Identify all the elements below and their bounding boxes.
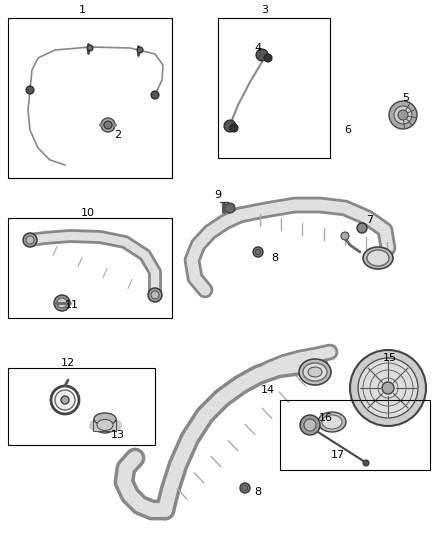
Circle shape <box>363 460 369 466</box>
Circle shape <box>148 288 162 302</box>
Circle shape <box>230 124 238 132</box>
Ellipse shape <box>308 367 322 377</box>
Circle shape <box>394 106 412 124</box>
Text: 14: 14 <box>261 385 275 395</box>
Circle shape <box>61 396 69 404</box>
Bar <box>280 400 430 470</box>
Circle shape <box>341 232 349 240</box>
Text: 4: 4 <box>254 43 261 53</box>
Bar <box>8 218 172 318</box>
Circle shape <box>137 47 143 53</box>
Circle shape <box>357 223 367 233</box>
Ellipse shape <box>94 417 116 433</box>
Circle shape <box>225 203 235 213</box>
Text: 16: 16 <box>319 413 333 423</box>
Circle shape <box>87 45 93 51</box>
Ellipse shape <box>367 250 389 266</box>
Circle shape <box>57 298 67 308</box>
Text: 11: 11 <box>65 300 79 310</box>
Ellipse shape <box>299 359 331 385</box>
Circle shape <box>264 54 272 62</box>
Bar <box>8 368 155 445</box>
Ellipse shape <box>363 247 393 269</box>
Ellipse shape <box>303 363 327 381</box>
Circle shape <box>26 86 34 94</box>
Text: 8: 8 <box>272 253 279 263</box>
Ellipse shape <box>318 412 346 432</box>
Text: 15: 15 <box>383 353 397 363</box>
Circle shape <box>304 419 316 431</box>
Text: 8: 8 <box>254 487 261 497</box>
Circle shape <box>101 118 115 132</box>
Circle shape <box>104 121 112 129</box>
Text: 12: 12 <box>61 358 75 368</box>
Ellipse shape <box>322 415 342 429</box>
Text: 17: 17 <box>331 450 345 460</box>
Circle shape <box>300 415 320 435</box>
Circle shape <box>224 120 236 132</box>
Text: 1: 1 <box>78 5 85 15</box>
Text: 13: 13 <box>111 430 125 440</box>
Text: 3: 3 <box>261 5 268 15</box>
Bar <box>93 419 116 431</box>
Text: 9: 9 <box>215 190 222 200</box>
Circle shape <box>23 233 37 247</box>
Ellipse shape <box>94 413 116 425</box>
Text: 5: 5 <box>403 93 410 103</box>
Circle shape <box>358 358 418 418</box>
Circle shape <box>389 101 417 129</box>
Text: 2: 2 <box>114 130 122 140</box>
Circle shape <box>253 247 263 257</box>
Circle shape <box>256 49 268 61</box>
Circle shape <box>54 295 70 311</box>
Circle shape <box>26 236 34 244</box>
Circle shape <box>240 483 250 493</box>
Bar <box>218 18 330 158</box>
Circle shape <box>350 350 426 426</box>
Circle shape <box>398 110 408 120</box>
Text: 6: 6 <box>345 125 352 135</box>
Text: 10: 10 <box>81 208 95 218</box>
Circle shape <box>151 291 159 299</box>
Bar <box>8 18 172 178</box>
Text: 7: 7 <box>367 215 374 225</box>
Circle shape <box>55 390 75 410</box>
Circle shape <box>382 382 394 394</box>
Circle shape <box>151 91 159 99</box>
Ellipse shape <box>97 419 113 431</box>
